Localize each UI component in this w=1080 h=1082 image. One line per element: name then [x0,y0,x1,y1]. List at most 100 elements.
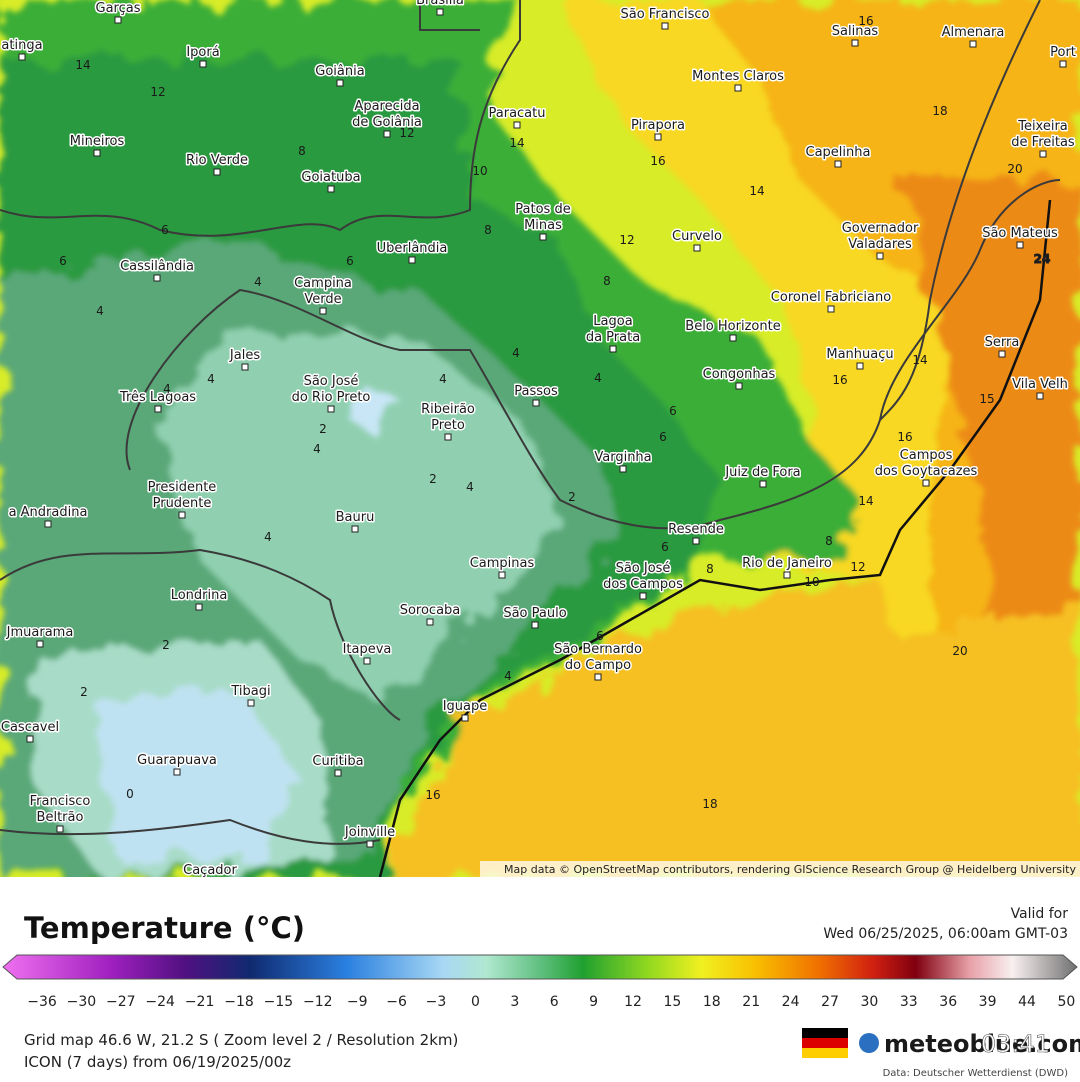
city-marker [173,768,181,776]
city-label: do Rio Preto [292,390,371,405]
city-label: Presidente [148,480,217,495]
attribution: Map data © OpenStreetMap contributors, r… [504,863,1076,876]
contour-label: 14 [912,353,927,367]
city-label: Capelinha [806,145,871,160]
city-marker [619,465,627,473]
contour-label: 8 [484,223,492,237]
city-label: Minas [524,218,562,233]
city-label: Itapeva [343,642,392,657]
city-marker [153,274,161,282]
contour-label: 14 [75,58,90,72]
city-marker [969,40,977,48]
color-bar-tick: 0 [471,994,480,1010]
color-bar-tick: −15 [264,994,294,1010]
contour-label: 14 [749,184,764,198]
city-marker [609,345,617,353]
contour-label: 6 [346,254,354,268]
color-bar-tick: 44 [1018,994,1036,1010]
contour-label: 18 [932,104,947,118]
city-label: Patos de [515,202,570,217]
city-label: Goiânia [315,64,364,79]
city-marker [1059,60,1067,68]
color-bar-tick: 39 [979,994,997,1010]
color-bar-tick: 15 [663,994,681,1010]
city-label: Iguape [443,699,488,714]
contour-label: 6 [59,254,67,268]
city-marker [639,592,647,600]
city-marker [498,571,506,579]
city-marker [319,307,327,315]
city-marker [207,879,213,885]
city-label: Curitiba [312,754,363,769]
brand: meteoblue.com [884,1030,1080,1058]
city-label: Verde [304,292,341,307]
city-label: Três Lagoas [119,390,196,405]
city-label: dos Goytacazes [875,464,978,479]
color-bar-tick: −24 [145,994,175,1010]
contour-label: 20 [952,644,967,658]
city-label: dos Campos [603,577,683,592]
city-label: atinga [1,38,42,53]
city-marker [154,405,162,413]
model-info: ICON (7 days) from 06/19/2025/00z [24,1053,291,1071]
contour-label: 2 [162,638,170,652]
valid-label: Valid for [1011,906,1069,922]
city-label: São José [616,561,671,576]
city-marker [461,714,469,722]
contour-label: 4 [207,372,215,386]
city-label: Lagoa [593,314,632,329]
city-marker [93,149,101,157]
city-marker [1016,241,1024,249]
color-bar-tick: −9 [347,994,368,1010]
city-marker [44,520,52,528]
city-marker [18,53,26,61]
city-marker [195,603,203,611]
city-label: Tibagi [230,684,270,699]
city-marker [178,511,186,519]
city-label: Manhuaçu [826,347,893,362]
color-bar-tick: −3 [426,994,447,1010]
contour-label: 6 [661,540,669,554]
city-marker [351,525,359,533]
contour-label: 14 [858,494,873,508]
city-label: Iporá [186,45,219,60]
city-marker [729,334,737,342]
contour-label: 10 [804,575,819,589]
city-label: Coronel Fabriciano [771,290,891,305]
city-label: Londrina [171,588,228,603]
city-label: Jales [229,348,260,363]
contour-label: 4 [466,480,474,494]
city-marker [594,673,602,681]
city-marker [783,571,791,579]
flag [802,1028,848,1058]
contour-label: 16 [650,154,665,168]
contour-label: 2 [429,472,437,486]
city-marker [327,405,335,413]
contour-label: 2 [319,422,327,436]
contour-label: 15 [979,392,994,406]
logo-mark [859,1033,879,1053]
city-marker [834,160,842,168]
grid-info: Grid map 46.6 W, 21.2 S ( Zoom level 2 /… [24,1031,458,1049]
city-label: Brasília [416,0,464,8]
city-marker [532,399,540,407]
city-marker [436,8,444,16]
color-bar-tick: −30 [67,994,97,1010]
color-bar-tick: 9 [589,994,598,1010]
contour-label: 2 [568,490,576,504]
color-bar-tick: 36 [939,994,957,1010]
color-bar-tick: −18 [224,994,254,1010]
contour-label: 4 [163,382,171,396]
city-label: Goiatuba [301,170,360,185]
contour-label: 4 [439,372,447,386]
color-bar-tick: 3 [510,994,519,1010]
color-bar-tick: 27 [821,994,839,1010]
color-bar-tick: −6 [386,994,407,1010]
contour-label: 6 [669,404,677,418]
city-marker [327,185,335,193]
city-marker [363,657,371,665]
city-label: Campina [294,276,352,291]
city-label: Resende [668,522,724,537]
color-bar-tick: −12 [303,994,333,1010]
